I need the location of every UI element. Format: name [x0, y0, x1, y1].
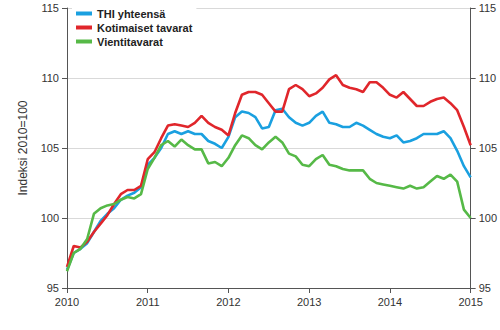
- svg-text:THI yhteensä: THI yhteensä: [97, 8, 166, 20]
- svg-text:Kotimaiset tavarat: Kotimaiset tavarat: [97, 22, 193, 34]
- svg-text:Vientitavarat: Vientitavarat: [97, 36, 163, 48]
- svg-text:2010: 2010: [55, 296, 79, 308]
- svg-text:95: 95: [47, 282, 59, 294]
- svg-text:115: 115: [479, 2, 497, 14]
- svg-text:2014: 2014: [378, 296, 402, 308]
- svg-text:2011: 2011: [136, 296, 160, 308]
- svg-text:105: 105: [41, 142, 59, 154]
- svg-text:95: 95: [479, 282, 491, 294]
- svg-text:2015: 2015: [458, 296, 482, 308]
- svg-text:115: 115: [41, 2, 59, 14]
- svg-text:105: 105: [479, 142, 497, 154]
- svg-text:110: 110: [479, 72, 497, 84]
- svg-text:100: 100: [479, 212, 497, 224]
- svg-text:2013: 2013: [297, 296, 321, 308]
- svg-text:100: 100: [41, 212, 59, 224]
- svg-text:2012: 2012: [216, 296, 240, 308]
- svg-text:Indeksi 2010=100: Indeksi 2010=100: [16, 100, 30, 195]
- svg-text:110: 110: [41, 72, 59, 84]
